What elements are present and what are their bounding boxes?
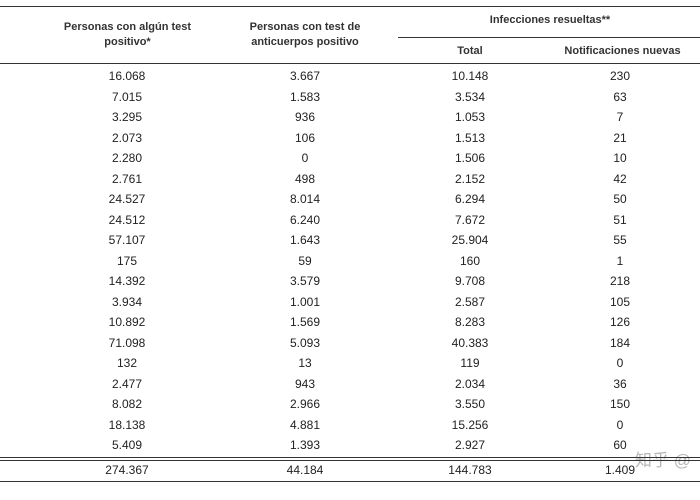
table-cell: 0 [616,417,624,432]
table-cell: 119 [460,356,480,370]
table-cell: 24.527 [108,192,146,206]
table-cell: 160 [459,253,481,268]
table-cell: 3.667 [289,69,321,83]
table-cell: 8.082 [111,397,143,411]
table-cell: 184 [609,335,631,350]
table-cell: 14.392 [108,274,146,288]
table-cell: 1 [616,253,624,268]
table-cell: 1.001 [289,294,321,309]
rule [0,480,700,482]
table-cell: 218 [609,274,631,288]
table-cell: 1.506 [454,151,486,165]
table-cell: 3.579 [289,274,321,288]
table-cell: 3.550 [454,397,486,411]
header-cell: Personas con test de anticuerpos positiv… [249,21,361,48]
table-cell: 51 [613,212,627,227]
table-cell: 7.672 [454,212,486,227]
table-cell: 1.583 [289,89,321,104]
table-cell: 1.393 [289,438,321,452]
total-cell: 1.409 [604,462,636,477]
table-cell: 4.881 [289,417,321,432]
table-cell: 3.934 [111,294,143,309]
table-cell: 16.068 [108,69,146,83]
total-cell: 274.367 [105,462,149,477]
table-cell: 13 [298,356,312,370]
table-cell: 936 [294,110,316,124]
table-cell: 6.240 [289,212,321,227]
table-cell: 8.014 [289,192,321,206]
table-cell: 15.256 [451,417,489,432]
table-cell: 105 [609,294,631,309]
table-cell: 10 [613,151,627,165]
table-cell: 150 [609,397,631,411]
table-cell: 2.966 [289,397,321,411]
table-cell: 55 [613,233,627,247]
header-cell: Personas con algún test positivo* [63,21,192,48]
table-cell: 2.477 [111,376,143,391]
table-cell: 498 [294,171,316,186]
table-cell: 21 [613,130,627,145]
table-cell: 40.383 [451,335,489,350]
table-cell: 10.148 [451,69,489,83]
group-rule [398,37,700,38]
table-cell: 8.283 [454,315,486,329]
table-cell: 63 [613,89,627,104]
table-cell: 5.093 [289,335,321,350]
rule [0,459,700,461]
header-rule [0,63,700,64]
table-cell: 7 [616,110,624,124]
table-cell: 7.015 [111,89,143,104]
table-cell: 57.107 [108,233,146,247]
table-cell: 175 [116,253,138,268]
table-cell: 3.534 [454,89,486,104]
total-cell: 44.184 [286,462,324,477]
watermark: 知乎 @ [635,451,691,470]
table-cell: 5.409 [111,438,143,452]
table-cell: 1.053 [454,110,486,124]
table-cell: 24.512 [108,212,146,227]
table-cell: 2.280 [111,151,143,165]
table-cell: 18.138 [108,417,146,432]
table-cell: 2.034 [454,376,486,391]
table-cell: 230 [609,69,631,83]
table-cell: 3.295 [111,110,143,124]
table-cell: 36 [613,376,627,391]
rule [0,456,700,458]
table-cell: 0 [301,151,309,165]
header-cell: Notificaciones nuevas [564,45,681,57]
table-cell: 25.904 [451,233,489,247]
header-cell: Infecciones resueltas** [489,14,611,26]
table-cell: 10.892 [108,315,146,329]
table-cell: 9.708 [454,274,486,288]
header-cell: Total [457,45,483,57]
table-cell: 71.098 [108,335,146,350]
table-cell: 126 [609,315,631,329]
table-cell: 2.152 [454,171,486,186]
table-cell: 6.294 [454,192,486,206]
table-cell: 42 [613,171,627,186]
table-cell: 132 [116,356,138,370]
table-cell: 1.569 [289,315,321,329]
table-cell: 2.073 [111,130,143,145]
table-cell: 60 [613,438,627,452]
table-cell: 59 [298,253,312,268]
table-cell: 50 [613,192,627,206]
table-cell: 2.927 [454,438,486,452]
table-cell: 943 [294,376,316,391]
total-cell: 144.783 [448,462,492,477]
top-rule [0,6,700,7]
table-cell: 1.513 [454,130,486,145]
table-cell: 2.587 [454,294,486,309]
table-cell: 2.761 [111,171,143,186]
table-cell: 1.643 [289,233,321,247]
table-cell: 106 [294,130,316,145]
table-cell: 0 [616,356,624,370]
